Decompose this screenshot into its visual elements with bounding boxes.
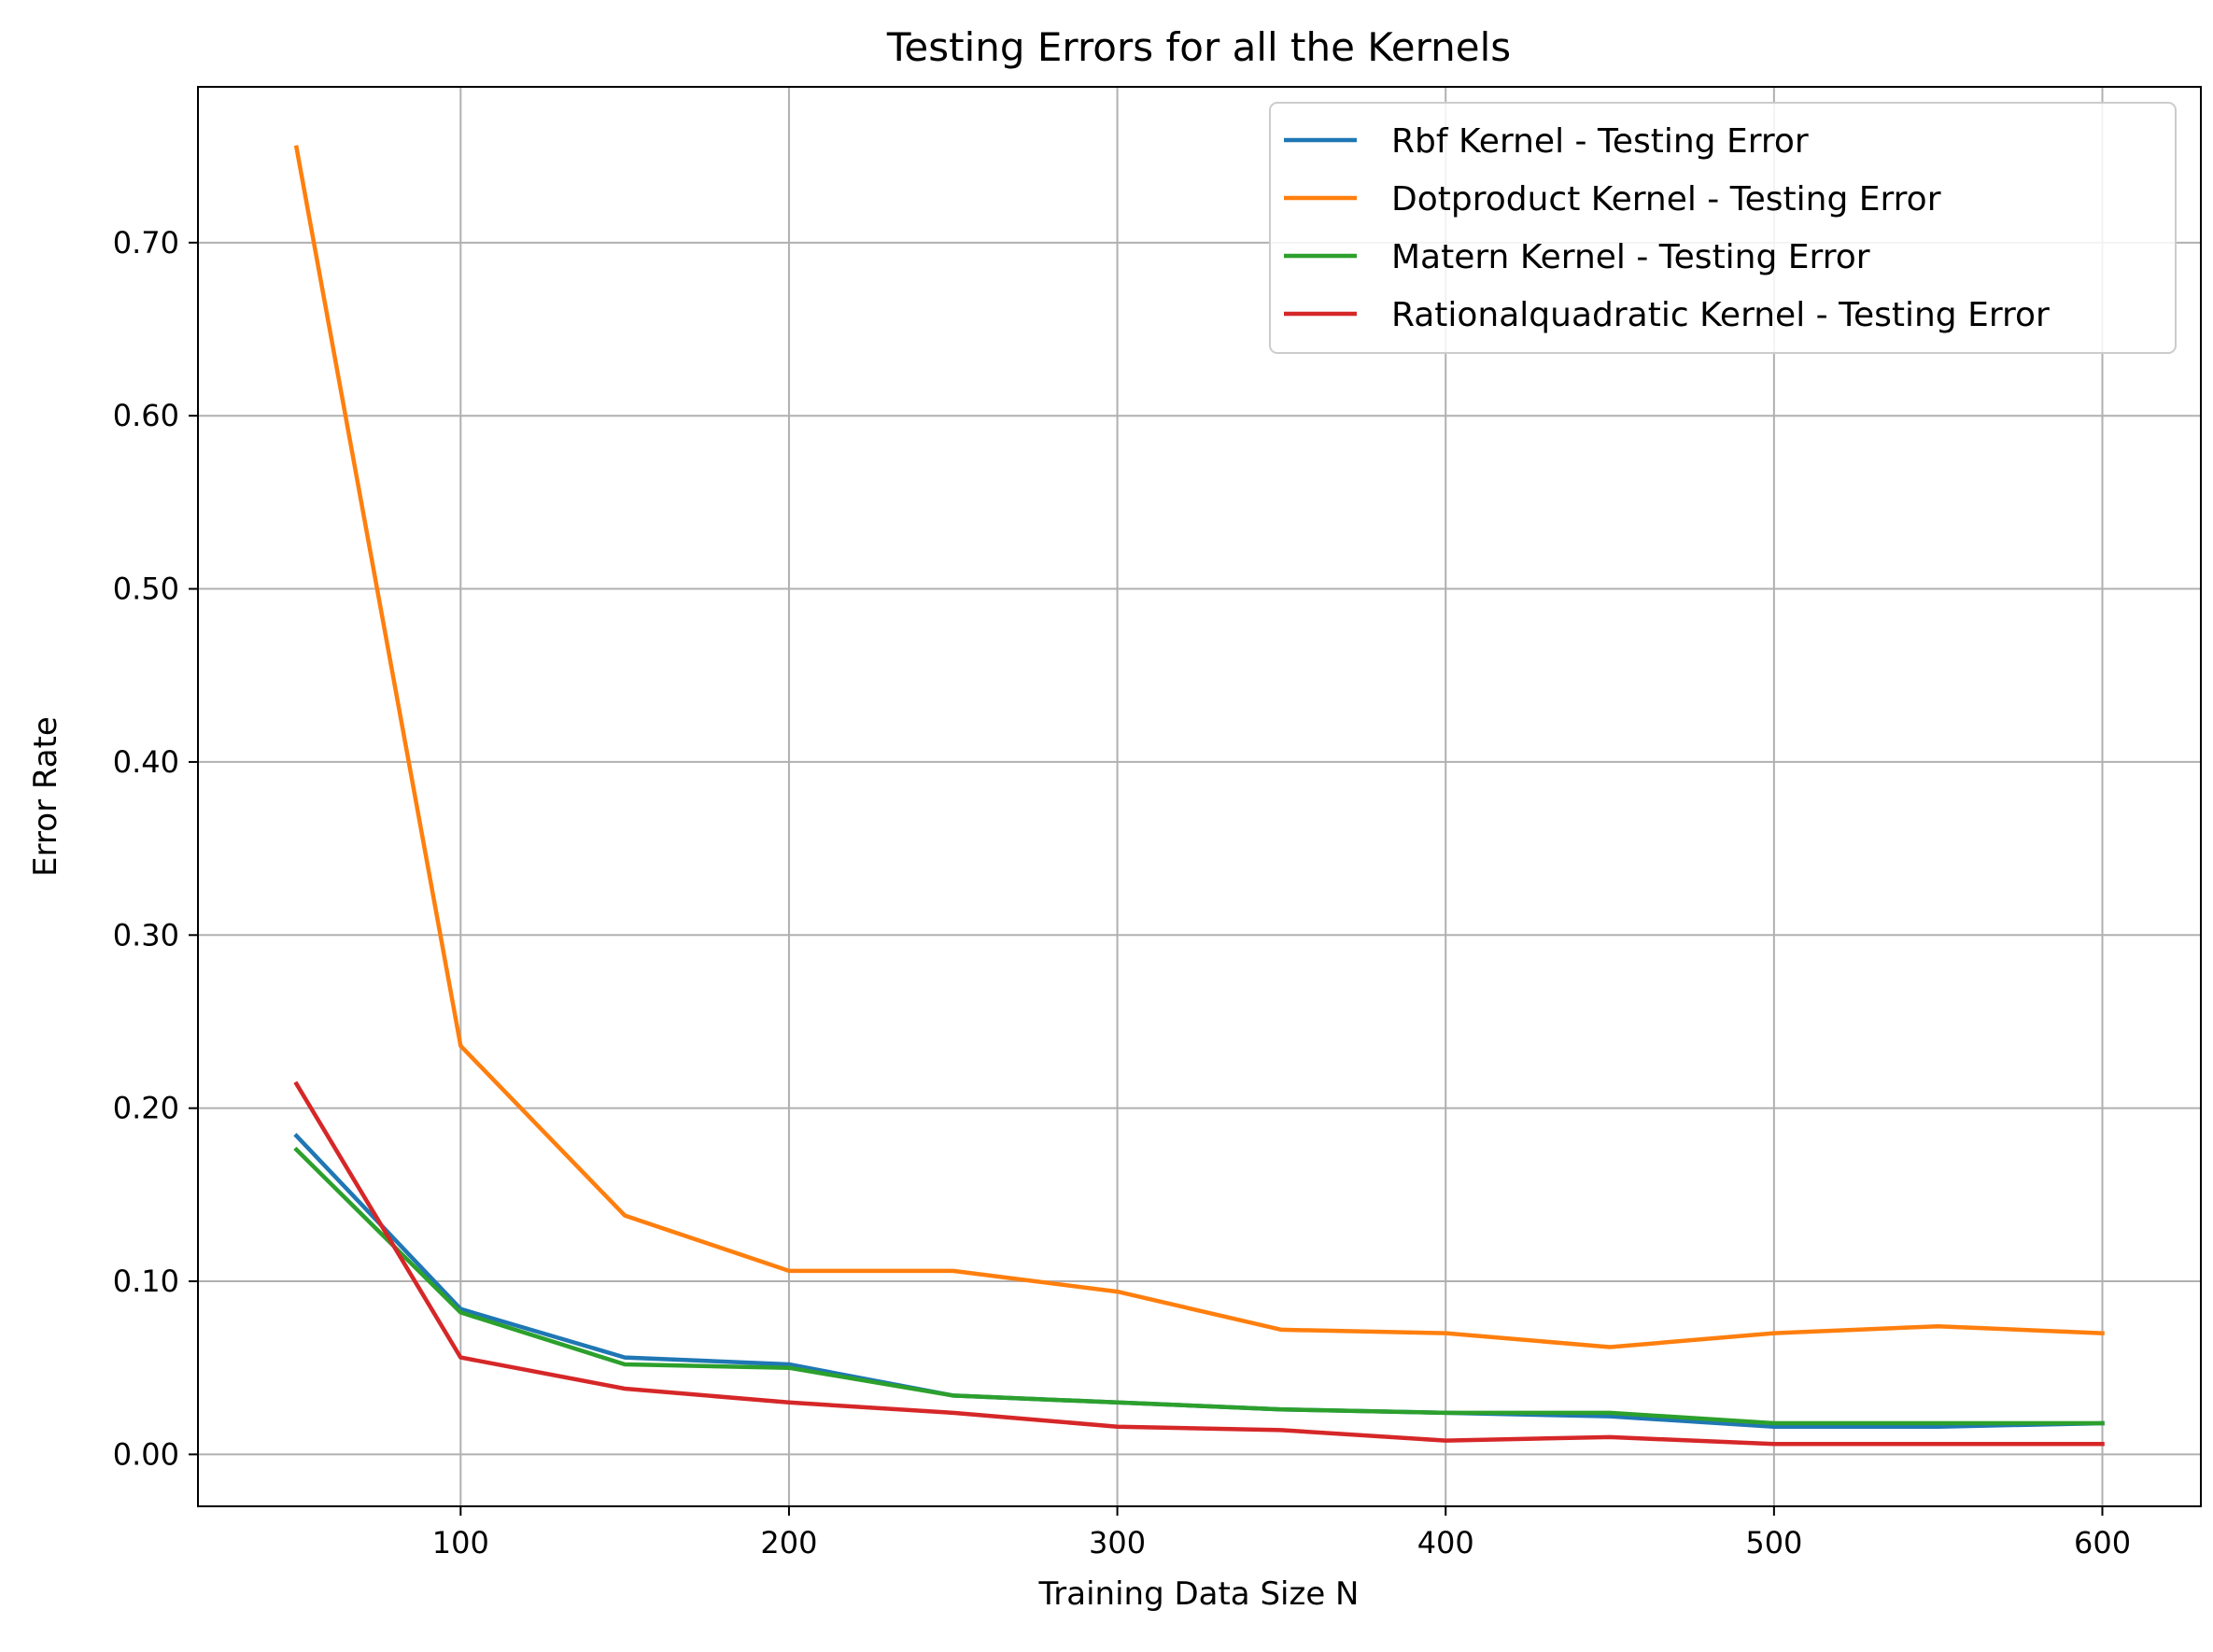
- legend-label: Rationalquadratic Kernel - Testing Error: [1391, 296, 2050, 334]
- y-axis-label: Error Rate: [27, 716, 64, 877]
- y-tick-label: 0.20: [113, 1091, 179, 1126]
- y-axis-ticks: 0.00 0.10 0.20 0.30 0.40 0.50 0.60 0.70: [113, 225, 198, 1472]
- x-tick-label: 400: [1417, 1525, 1474, 1560]
- plot-frame: [197, 86, 2202, 1507]
- grid-lines: [198, 87, 2201, 1506]
- y-tick-label: 0.70: [113, 225, 179, 261]
- series-lines: [293, 145, 2105, 1447]
- series-line-3: [293, 1146, 2105, 1426]
- x-tick-label: 200: [760, 1525, 817, 1560]
- y-tick-label: 0.40: [113, 744, 179, 780]
- legend-label: Dotproduct Kernel - Testing Error: [1391, 180, 1941, 219]
- y-tick-label: 0.10: [113, 1264, 179, 1299]
- legend-label: Rbf Kernel - Testing Error: [1391, 122, 1809, 161]
- x-tick-label: 100: [432, 1525, 489, 1560]
- chart-title: Testing Errors for all the Kernels: [886, 24, 1511, 70]
- series-line-4: [293, 1080, 2105, 1447]
- series-line-2: [293, 145, 2105, 1349]
- legend: Rbf Kernel - Testing Error Dotproduct Ker…: [1269, 102, 2177, 354]
- legend-label: Matern Kernel - Testing Error: [1391, 238, 1870, 276]
- x-tick-label: 300: [1089, 1525, 1146, 1560]
- legend-box: [1269, 102, 2177, 354]
- x-tick-label: 500: [1745, 1525, 1802, 1560]
- y-tick-label: 0.30: [113, 917, 179, 953]
- x-tick-label: 600: [2074, 1525, 2131, 1560]
- y-tick-label: 0.60: [113, 398, 179, 433]
- x-axis-ticks: 100 200 300 400 500 600: [432, 1506, 2131, 1560]
- x-axis-label: Training Data Size N: [1038, 1575, 1360, 1613]
- y-tick-label: 0.00: [113, 1436, 179, 1472]
- y-tick-label: 0.50: [113, 572, 179, 607]
